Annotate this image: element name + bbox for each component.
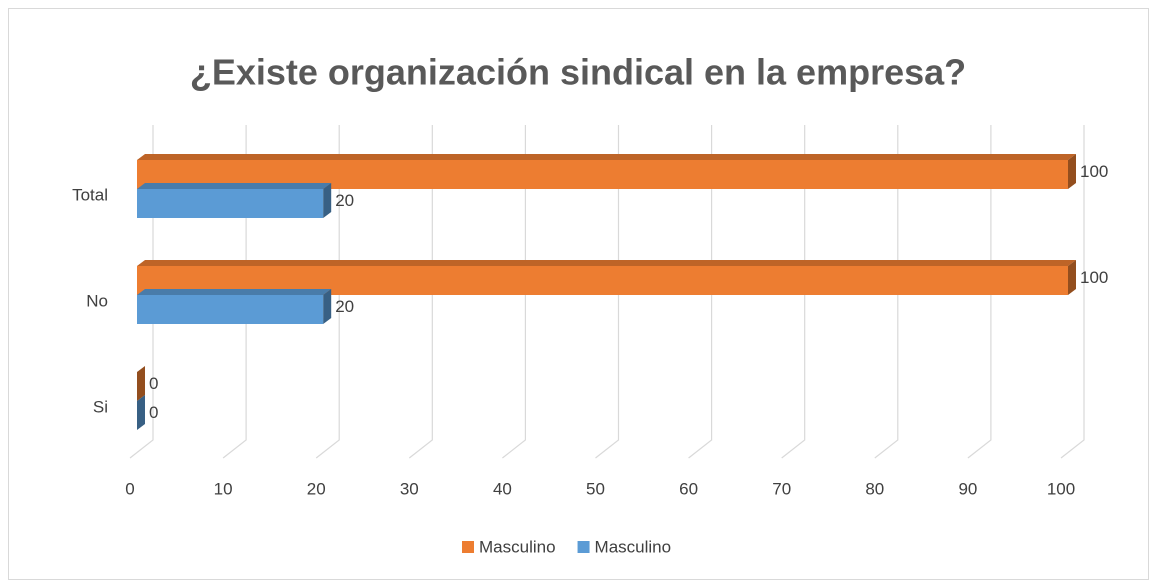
value-label: 0	[149, 403, 158, 422]
bar-side	[137, 366, 145, 401]
value-label: 100	[1080, 268, 1108, 287]
bar	[137, 183, 332, 218]
x-tick-label: 40	[493, 479, 512, 498]
x-tick-label: 0	[125, 479, 134, 498]
value-label: 100	[1080, 162, 1108, 181]
x-tick-label: 70	[772, 479, 791, 498]
bar-top	[137, 260, 1076, 266]
y-tick-label: No	[86, 291, 108, 310]
bar-side	[323, 289, 332, 324]
value-label: 20	[335, 297, 354, 316]
bar-front	[137, 189, 324, 218]
bar	[137, 289, 332, 324]
bar-top	[137, 183, 332, 189]
grid-line	[781, 125, 806, 459]
legend-swatch	[577, 541, 590, 553]
legend-label: Masculino	[595, 537, 672, 556]
y-tick-label: Si	[93, 397, 108, 416]
bar	[137, 366, 145, 401]
legend-label: Masculino	[479, 537, 556, 556]
bar-front	[137, 295, 324, 324]
x-tick-label: 60	[679, 479, 698, 498]
grid-line	[408, 125, 433, 459]
bar-side	[137, 395, 145, 430]
grid-line	[967, 125, 992, 459]
grid-line	[688, 125, 713, 459]
bar-side	[1068, 260, 1076, 295]
x-tick-label: 100	[1047, 479, 1075, 498]
bar-side	[323, 183, 332, 218]
grid-line	[502, 125, 526, 459]
grid-line	[595, 125, 620, 459]
y-tick-label: Total	[72, 185, 108, 204]
value-label: 0	[149, 374, 158, 393]
bar	[137, 395, 145, 430]
legend-swatch	[462, 541, 474, 553]
grid-line	[1060, 125, 1085, 459]
x-tick-label: 20	[307, 479, 326, 498]
chart-title: ¿Existe organización sindical en la empr…	[190, 52, 966, 93]
grid-line	[129, 125, 154, 459]
bar-side	[1068, 154, 1076, 189]
x-tick-label: 50	[586, 479, 605, 498]
x-tick-label: 90	[958, 479, 977, 498]
grid-line	[315, 125, 340, 459]
x-tick-label: 30	[400, 479, 419, 498]
bar-top	[137, 154, 1076, 160]
bar-top	[137, 289, 332, 295]
value-label: 20	[335, 191, 354, 210]
grid-line	[222, 125, 247, 459]
grid-line	[874, 125, 899, 459]
bar	[137, 154, 1076, 189]
x-tick-label: 10	[214, 479, 233, 498]
x-tick-label: 80	[865, 479, 884, 498]
